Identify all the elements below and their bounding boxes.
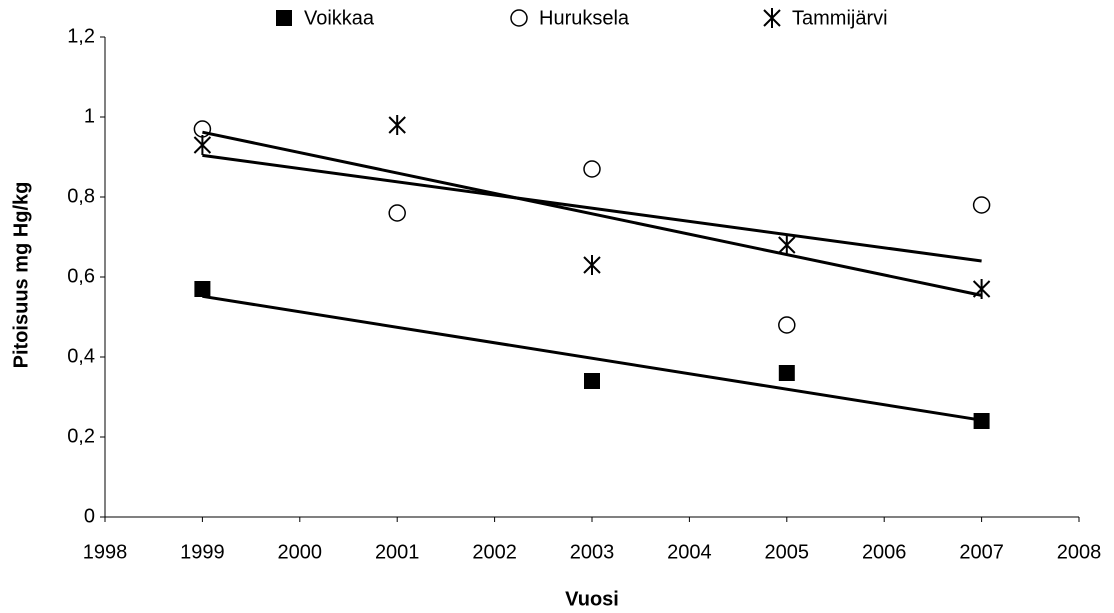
point — [973, 413, 990, 429]
point — [388, 204, 406, 222]
point — [972, 196, 991, 214]
y-tick-label: 0,8 — [67, 185, 95, 207]
trendline — [202, 153, 982, 263]
y-tick-label: 0,4 — [67, 345, 95, 367]
legend-marker — [276, 10, 292, 26]
point — [778, 316, 796, 334]
x-tick-label: 2005 — [765, 541, 810, 563]
y-tick-label: 1 — [84, 105, 95, 127]
point — [583, 255, 601, 275]
point — [778, 365, 795, 381]
point — [193, 135, 212, 155]
x-tick-label: 1999 — [180, 541, 225, 563]
y-axis-title: Pitoisuus mg Hg/kg — [10, 182, 32, 369]
x-axis-title: Vuosi — [565, 588, 619, 610]
point — [778, 235, 796, 255]
x-tick-label: 2000 — [278, 541, 323, 563]
legend-label: Voikkaa — [304, 7, 375, 29]
y-tick-label: 0,6 — [67, 265, 95, 287]
legend-marker — [510, 9, 528, 27]
point — [583, 160, 601, 178]
trendline — [202, 130, 982, 297]
x-tick-label: 2008 — [1057, 541, 1102, 563]
point — [388, 115, 406, 135]
point — [972, 279, 991, 299]
y-tick-label: 0 — [84, 505, 95, 527]
y-tick-label: 1,2 — [67, 25, 95, 47]
x-tick-label: 2001 — [375, 541, 420, 563]
legend-label: Tammijärvi — [792, 7, 888, 29]
x-tick-label: 2007 — [959, 541, 1004, 563]
legend-marker — [763, 8, 781, 28]
x-tick-label: 2002 — [472, 541, 517, 563]
point — [194, 281, 211, 297]
x-tick-label: 1998 — [83, 541, 128, 563]
y-tick-label: 0,2 — [67, 425, 95, 447]
x-tick-label: 2004 — [667, 541, 712, 563]
legend-label: Huruksela — [539, 7, 630, 29]
x-tick-label: 2006 — [862, 541, 907, 563]
x-tick-label: 2003 — [570, 541, 615, 563]
trendline — [202, 294, 982, 422]
point — [584, 373, 600, 389]
